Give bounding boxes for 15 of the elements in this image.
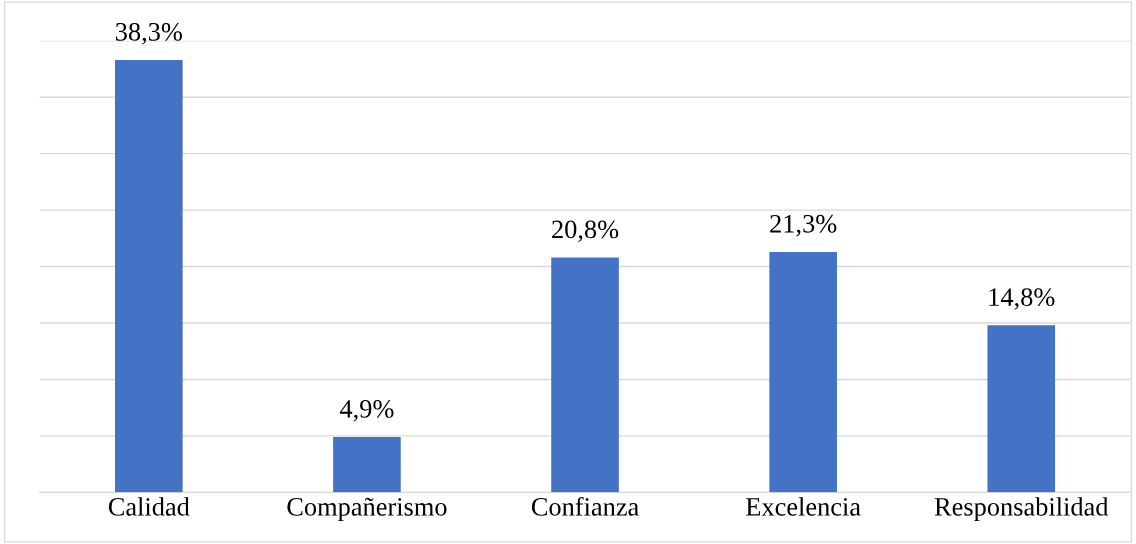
x-tick-label: Compañerismo [287, 497, 447, 522]
data-label: 21,3% [770, 214, 837, 237]
x-tick-label: Calidad [108, 497, 190, 516]
x-tick-label: Excelencia [746, 497, 861, 516]
data-label: 4,9% [339, 399, 394, 422]
x-tick-label: Responsabilidad [934, 497, 1109, 522]
bar [333, 437, 401, 493]
x-tick-label: Confianza [531, 496, 639, 516]
bar [551, 257, 619, 493]
bar [987, 325, 1056, 493]
data-label: 20,8% [552, 220, 619, 243]
data-label: 14,8% [989, 288, 1055, 310]
bar [769, 251, 837, 493]
data-label: 38,3% [116, 22, 182, 45]
bar [115, 59, 183, 493]
